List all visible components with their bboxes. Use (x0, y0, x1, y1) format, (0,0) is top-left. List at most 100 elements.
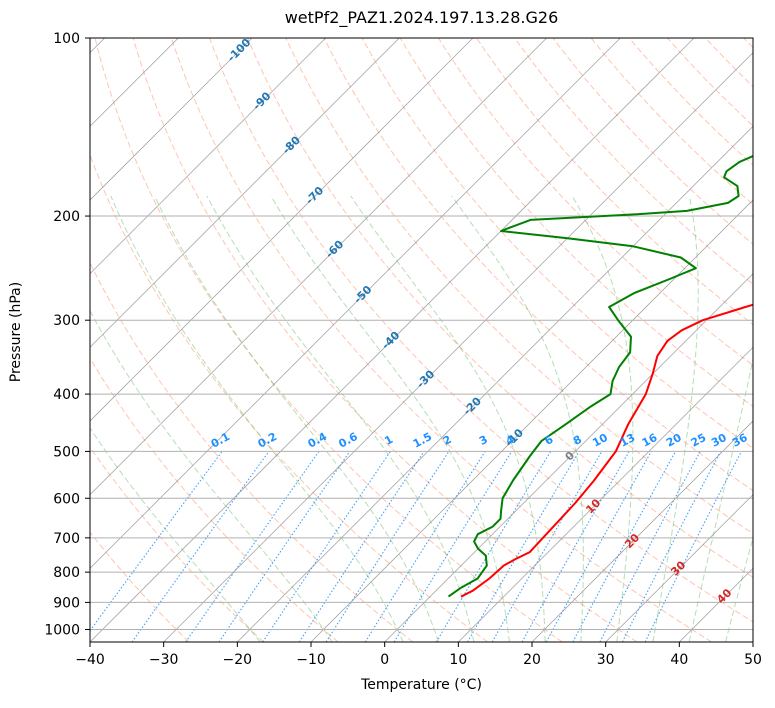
x-tick-label: 40 (670, 652, 688, 668)
isotherm-label: -100 (225, 36, 254, 65)
mixing-ratio-label: 8 (571, 433, 584, 448)
isotherm-label: -60 (323, 238, 346, 261)
isotherm-label: 40 (714, 586, 734, 606)
y-tick-label: 900 (53, 595, 80, 611)
isotherm-label: -80 (280, 133, 303, 156)
y-tick-label: 700 (53, 531, 80, 547)
mixing-ratio-line (131, 451, 270, 642)
dry-adiabat-line (476, 38, 753, 326)
moist-adiabat-line (652, 195, 699, 642)
isotherm-line (752, 641, 753, 642)
dry-adiabat-line (90, 531, 190, 642)
isotherm-label: 20 (622, 531, 642, 551)
dry-adiabat-line (590, 38, 753, 206)
isotherm-label: 10 (583, 496, 603, 516)
x-tick-label: −20 (223, 652, 253, 668)
mixing-ratio-label: 0.6 (336, 430, 360, 451)
mixing-ratio-line (185, 451, 320, 642)
y-tick-label: 400 (53, 387, 80, 403)
isotherm-line (90, 38, 474, 422)
isotherm-line (90, 38, 326, 275)
dry-adiabat-line (399, 38, 753, 408)
chart-title: wetPf2_PAZ1.2024.197.13.28.G26 (284, 8, 559, 27)
dry-adiabat-line (209, 38, 753, 623)
isotherm-line (0, 38, 31, 642)
isotherm-line (90, 38, 695, 642)
dry-adiabat-line (514, 38, 753, 285)
moist-adiabat-line (571, 195, 634, 642)
isotherm-label: -20 (461, 394, 484, 417)
mixing-ratio-label: 1 (382, 433, 395, 448)
mixing-ratio-label: 13 (618, 431, 638, 450)
isotherm-label: -70 (303, 184, 326, 207)
mixing-ratio-line (90, 451, 223, 632)
mixing-ratio-label: 0.4 (306, 430, 330, 451)
mixing-ratio-line (521, 451, 630, 642)
mixing-ratio-label: 30 (709, 431, 729, 450)
dry-adiabat-line (90, 446, 264, 642)
x-axis-title: Temperature (°C) (361, 677, 482, 693)
isotherm-line (310, 199, 753, 642)
mixing-ratio-label: 25 (689, 431, 709, 450)
moist-adiabat-line (90, 309, 333, 642)
y-tick-label: 1000 (44, 622, 80, 638)
isotherm-label: -30 (414, 367, 437, 390)
mixing-ratio-label: 2 (441, 433, 454, 448)
mixing-ratio-label: 16 (640, 431, 660, 450)
mixing-ratio-line (364, 451, 486, 642)
isotherm-line (531, 420, 753, 642)
isotherm-line (163, 52, 753, 642)
moist-adiabat-line (270, 195, 510, 642)
y-tick-label: 200 (53, 209, 80, 225)
x-tick-label: 10 (449, 652, 467, 668)
mixing-ratio-label: 6 (543, 433, 556, 448)
moist-adiabat-line (688, 356, 753, 642)
mixing-ratio-line (599, 451, 701, 642)
isotherm-line (605, 494, 753, 642)
isotherm-line (90, 38, 253, 201)
isotherm-label: -50 (351, 283, 374, 306)
x-tick-label: −40 (75, 652, 105, 668)
mixing-ratio-label: 36 (730, 431, 750, 450)
dry-adiabat-line (667, 38, 753, 127)
isotherm-label: 30 (668, 558, 688, 578)
dry-adiabat-line (437, 38, 753, 366)
mixing-ratio-line (491, 451, 603, 642)
isotherm-label: -90 (250, 89, 273, 112)
isotherm-line (90, 38, 621, 569)
dry-adiabat-line (743, 38, 753, 49)
mixing-ratio-line (621, 451, 722, 642)
plot-frame (89, 37, 754, 643)
y-tick-label: 800 (53, 565, 80, 581)
moist-adiabat-line (350, 195, 546, 642)
moist-adiabat-line (451, 195, 584, 642)
x-tick-label: 20 (523, 652, 541, 668)
dry-adiabat-line (94, 38, 563, 642)
mixing-ratio-label: 3 (477, 433, 490, 448)
mixing-ratio-line (393, 451, 513, 642)
dry-adiabat-line (247, 38, 753, 578)
isotherm-line (679, 567, 753, 642)
isotherm-line (90, 38, 105, 54)
isotherm-line (90, 38, 400, 348)
mixing-ratio-label: 1.5 (411, 430, 434, 451)
isotherm-line (90, 38, 547, 496)
moist-adiabat-line (110, 195, 404, 642)
y-tick-label: 300 (53, 313, 80, 329)
mixing-ratio-line (298, 451, 425, 642)
temperature-profile-line (460, 303, 753, 598)
x-tick-label: 30 (597, 652, 615, 668)
mixing-ratio-label: 10 (590, 431, 610, 450)
x-tick-label: −10 (296, 652, 326, 668)
mixing-ratio-line (325, 451, 450, 642)
moist-adiabat-line (154, 195, 439, 642)
dry-adiabat-line (90, 261, 414, 642)
dry-adiabat-line (90, 357, 339, 642)
mixing-ratio-label: 20 (664, 431, 684, 450)
dry-adiabat-line (705, 38, 753, 88)
dry-adiabat-line (285, 38, 753, 535)
dry-adiabat-line (323, 38, 753, 492)
mixing-ratio-label: 0.1 (209, 430, 232, 451)
dry-adiabat-line (552, 38, 753, 245)
isotherm-label: -40 (379, 329, 402, 352)
